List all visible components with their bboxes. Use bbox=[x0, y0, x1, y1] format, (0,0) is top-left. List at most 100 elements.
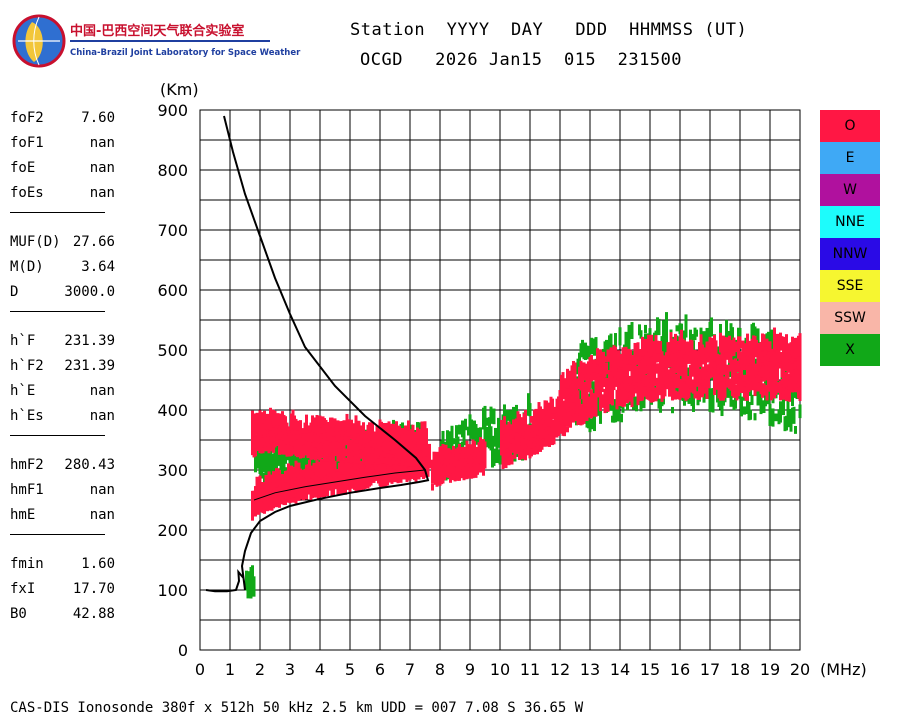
x-axis-label: (MHz) bbox=[820, 660, 867, 679]
x-tick-label: 4 bbox=[315, 660, 325, 679]
parameter-separator bbox=[10, 534, 105, 535]
echo-mark-x bbox=[302, 455, 305, 473]
echo-mark-o bbox=[318, 448, 322, 461]
parameter-key: h`Es bbox=[10, 408, 44, 424]
echo-mark-o bbox=[794, 341, 797, 359]
echo-mark-o bbox=[272, 442, 275, 453]
echo-mark-o bbox=[717, 360, 721, 378]
echo-mark-o bbox=[284, 498, 287, 505]
echo-mark-x bbox=[492, 416, 496, 425]
echo-mark-o bbox=[773, 337, 776, 351]
echo-mark-x bbox=[464, 418, 467, 431]
echo-mark-x bbox=[587, 346, 590, 360]
parameter-row: hmF2 280.43 bbox=[10, 457, 115, 477]
echo-mark-x bbox=[731, 327, 734, 341]
echo-mark-o bbox=[776, 369, 779, 382]
y-tick-label: 800 bbox=[157, 161, 188, 180]
echo-mark-o bbox=[392, 457, 395, 465]
echo-mark-o bbox=[762, 334, 766, 350]
echo-mark-x bbox=[461, 420, 464, 433]
parameter-value: 17.70 bbox=[72, 581, 115, 597]
echo-mark-o bbox=[738, 351, 742, 363]
echo-mark-x bbox=[791, 391, 794, 406]
parameter-row: hmF1 nan bbox=[10, 482, 115, 502]
echo-mark-o bbox=[371, 422, 374, 437]
parameter-value: 3.64 bbox=[81, 259, 115, 275]
echo-mark-x bbox=[614, 333, 617, 350]
echo-mark-o bbox=[671, 351, 674, 365]
echo-mark-o bbox=[278, 474, 281, 486]
echo-mark-o bbox=[635, 380, 638, 392]
echo-mark-o bbox=[765, 338, 769, 351]
echo-mark-x bbox=[671, 406, 674, 414]
echo-mark-o bbox=[530, 416, 533, 423]
ionogram-chart: 0 1 2 3 4 5 6 7 8 9 10 11 12 13 14 15 16 17 18 19 2001002003… bbox=[157, 80, 867, 679]
echo-mark-o bbox=[614, 378, 617, 387]
echo-mark-x bbox=[750, 394, 754, 406]
echo-mark-x bbox=[495, 456, 499, 464]
echo-mark-o bbox=[563, 422, 566, 431]
echo-mark-x bbox=[461, 441, 464, 452]
echo-mark-x bbox=[743, 406, 746, 415]
echo-mark-o bbox=[740, 368, 743, 382]
echo-mark-o bbox=[656, 363, 659, 374]
inner-trace-line bbox=[253, 469, 426, 501]
echo-mark-o bbox=[602, 370, 605, 388]
echo-mark-x bbox=[692, 395, 695, 412]
echo-mark-o bbox=[542, 424, 545, 439]
echo-mark-o bbox=[744, 345, 748, 364]
echo-mark-o bbox=[551, 412, 554, 420]
parameter-key: hmF2 bbox=[10, 457, 44, 473]
echo-mark-x bbox=[618, 327, 622, 346]
echo-mark-o bbox=[798, 333, 802, 351]
echo-mark-o bbox=[569, 412, 572, 428]
echo-mark-o bbox=[255, 476, 259, 495]
x-tick-label: 16 bbox=[670, 660, 690, 679]
x-tick-label: 18 bbox=[730, 660, 750, 679]
echo-mark-x bbox=[792, 406, 796, 424]
x-tick-label: 11 bbox=[520, 660, 540, 679]
parameter-key: hmE bbox=[10, 507, 36, 523]
parameter-key: B0 bbox=[10, 606, 27, 622]
legend-item: SSE bbox=[820, 270, 880, 302]
echo-mark-x bbox=[506, 409, 509, 421]
echo-mark-x bbox=[695, 329, 698, 337]
echo-mark-x bbox=[779, 401, 782, 419]
echo-mark-o bbox=[584, 363, 587, 378]
echo-mark-o bbox=[510, 454, 514, 465]
x-tick-label: 17 bbox=[700, 660, 720, 679]
lab-logo: 中国-巴西空间天气联合实验室 China-Brazil Joint Labora… bbox=[12, 12, 300, 70]
echo-mark-o bbox=[314, 451, 317, 460]
echo-mark-x bbox=[710, 317, 713, 337]
echo-mark-o bbox=[785, 334, 788, 352]
echo-mark-x bbox=[251, 565, 254, 584]
echo-mark-o bbox=[377, 455, 380, 465]
echo-mark-o bbox=[288, 496, 292, 504]
echo-mark-x bbox=[639, 330, 643, 339]
echo-mark-o bbox=[569, 411, 572, 420]
echo-mark-o bbox=[686, 355, 689, 364]
echo-mark-o bbox=[786, 374, 790, 387]
parameter-key: h`F2 bbox=[10, 358, 44, 374]
echo-mark-o bbox=[332, 452, 335, 462]
y-tick-label: 300 bbox=[157, 461, 188, 480]
echo-mark-o bbox=[743, 374, 746, 382]
echo-mark-o bbox=[702, 347, 706, 356]
echo-mark-o bbox=[255, 414, 259, 433]
echo-mark-o bbox=[611, 386, 614, 406]
echo-mark-x bbox=[762, 402, 766, 414]
parameter-row: foEs nan bbox=[10, 185, 115, 205]
echo-mark-o bbox=[551, 398, 554, 414]
y-tick-label: 200 bbox=[157, 521, 188, 540]
echo-mark-o bbox=[566, 391, 569, 403]
echo-mark-o bbox=[794, 361, 797, 370]
echo-mark-o bbox=[656, 344, 659, 354]
x-tick-label: 13 bbox=[580, 660, 600, 679]
parameter-key: fmin bbox=[10, 556, 44, 572]
echo-mark-o bbox=[288, 430, 292, 443]
echo-mark-o bbox=[798, 386, 802, 398]
lab-name-cn: 中国-巴西空间天气联合实验室 bbox=[70, 24, 245, 39]
legend-item: NNE bbox=[820, 206, 880, 238]
echo-mark-x bbox=[528, 403, 532, 417]
echo-mark-o bbox=[284, 425, 287, 435]
